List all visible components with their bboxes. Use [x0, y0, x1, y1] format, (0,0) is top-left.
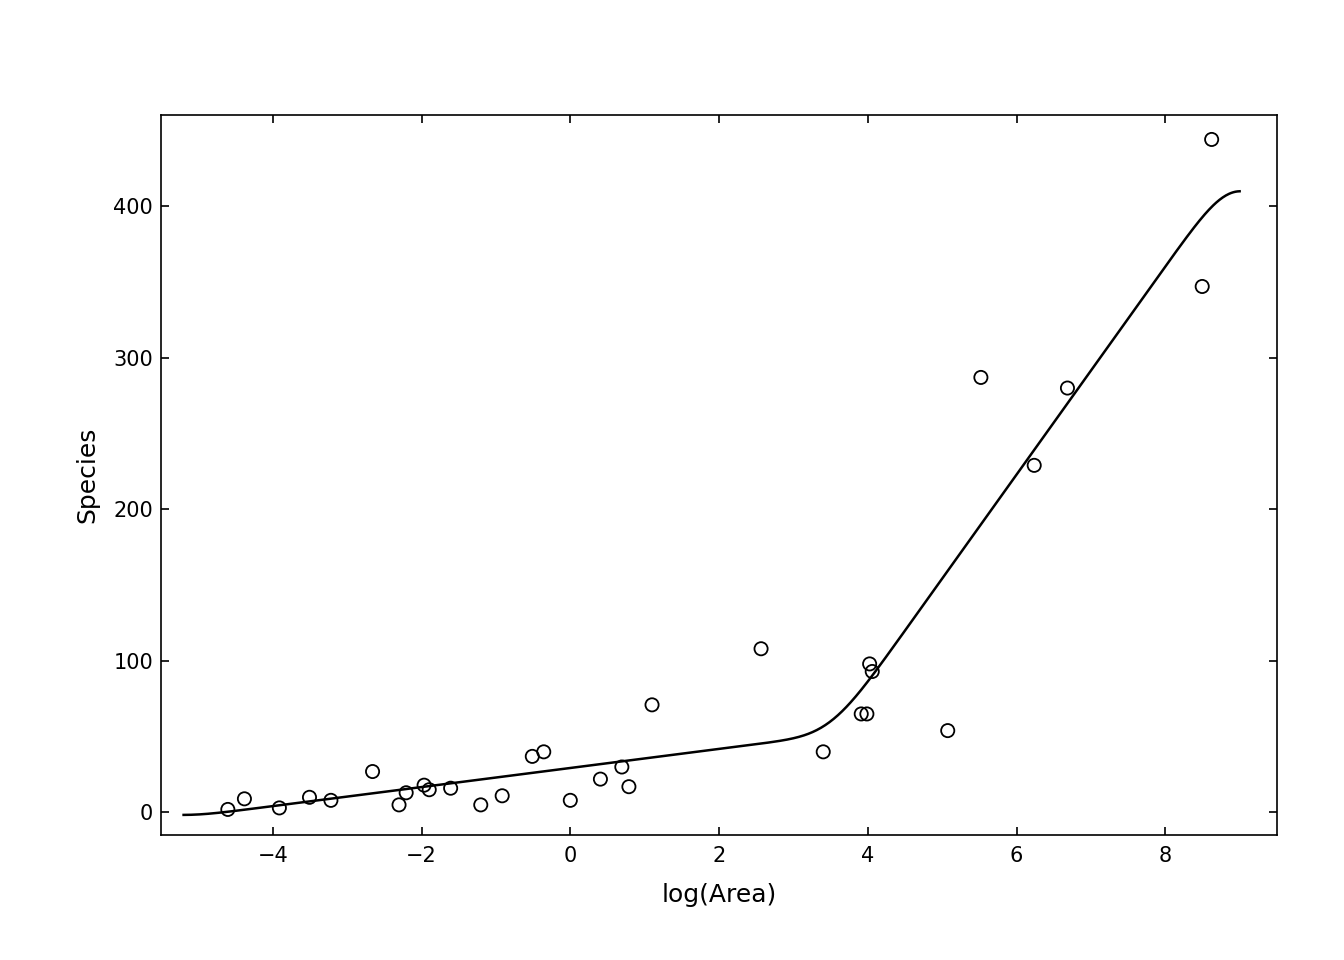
Point — [859, 657, 880, 672]
Point — [320, 793, 341, 808]
Point — [813, 744, 835, 759]
Point — [1202, 132, 1223, 147]
Point — [388, 797, 410, 812]
Point — [1192, 278, 1214, 294]
Point — [298, 790, 320, 805]
Point — [521, 749, 543, 764]
Point — [618, 779, 640, 794]
Point — [362, 764, 383, 780]
Point — [470, 797, 492, 812]
Point — [937, 723, 958, 738]
X-axis label: log(Area): log(Area) — [661, 883, 777, 907]
Point — [269, 801, 290, 816]
Point — [234, 791, 255, 806]
Point — [559, 793, 581, 808]
Point — [851, 707, 872, 722]
Point — [856, 707, 878, 722]
Point — [1056, 380, 1078, 396]
Point — [492, 788, 513, 804]
Point — [750, 641, 771, 657]
Point — [414, 778, 435, 793]
Point — [395, 785, 417, 801]
Point — [970, 370, 992, 385]
Point — [218, 802, 239, 817]
Point — [439, 780, 461, 796]
Point — [862, 663, 883, 679]
Point — [1024, 458, 1046, 473]
Point — [612, 759, 633, 775]
Point — [418, 782, 439, 798]
Point — [641, 697, 663, 712]
Point — [534, 744, 555, 759]
Y-axis label: Species: Species — [75, 427, 99, 523]
Point — [590, 772, 612, 787]
